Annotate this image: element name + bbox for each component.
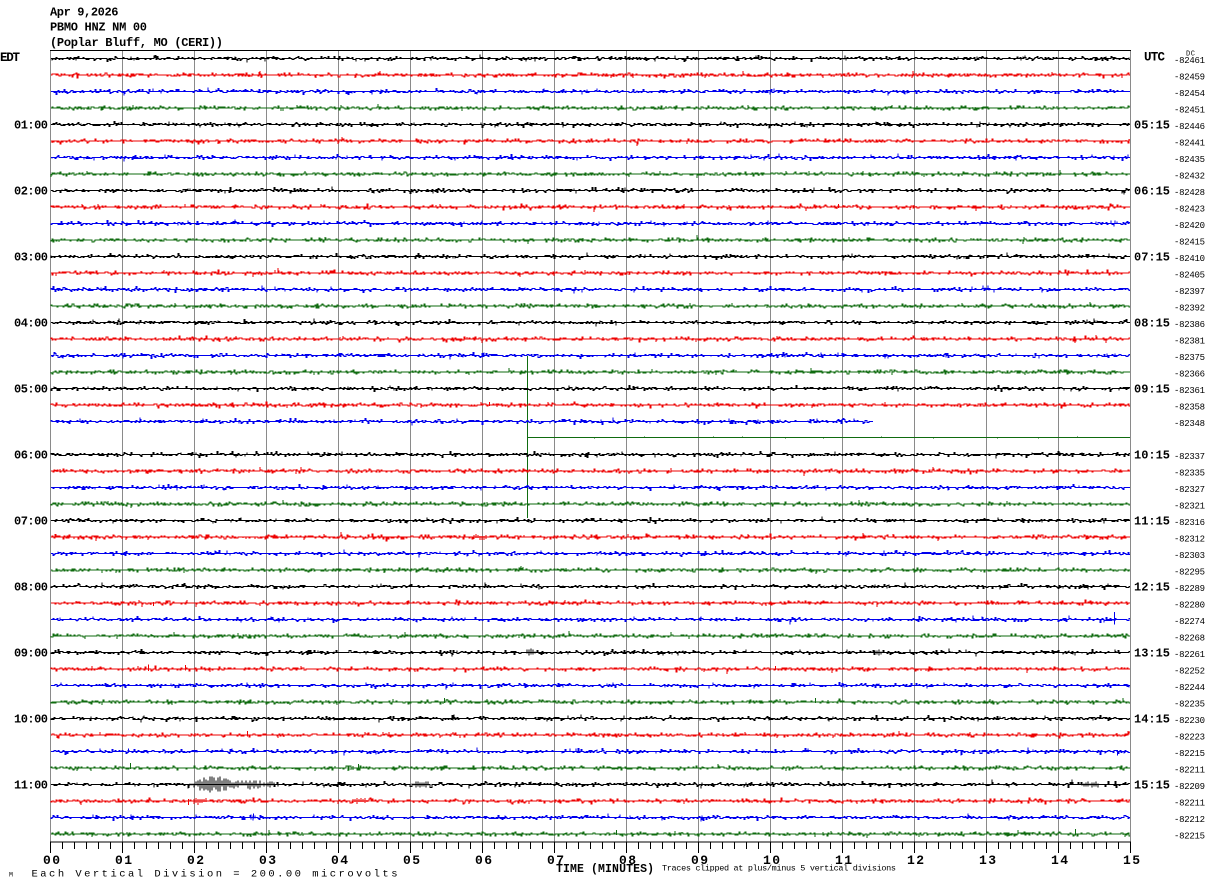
svg-text:-82261: -82261 <box>1174 650 1205 660</box>
svg-text:06:00: 06:00 <box>14 449 48 463</box>
svg-text:15:15: 15:15 <box>1134 779 1170 793</box>
svg-text:Apr 9,2026: Apr 9,2026 <box>50 6 119 20</box>
svg-text:-82230: -82230 <box>1174 716 1205 726</box>
svg-text:-82209: -82209 <box>1174 782 1205 792</box>
svg-text:08: 08 <box>619 853 636 868</box>
svg-text:-82211: -82211 <box>1174 766 1205 776</box>
svg-text:-82410: -82410 <box>1174 254 1205 264</box>
svg-text:03: 03 <box>259 853 276 868</box>
svg-text:-82441: -82441 <box>1174 139 1205 149</box>
svg-text:-82361: -82361 <box>1174 386 1205 396</box>
svg-text:TIME (MINUTES): TIME (MINUTES) <box>556 863 654 876</box>
svg-text:13:15: 13:15 <box>1134 647 1170 661</box>
svg-text:06:15: 06:15 <box>1134 185 1170 199</box>
svg-text:10: 10 <box>763 853 780 868</box>
svg-text:EDT: EDT <box>0 51 20 65</box>
svg-text:-82268: -82268 <box>1174 634 1205 644</box>
svg-text:-82303: -82303 <box>1174 551 1205 561</box>
svg-text:-82289: -82289 <box>1174 584 1205 594</box>
svg-text:04:00: 04:00 <box>14 317 48 331</box>
svg-text:-82215: -82215 <box>1174 749 1205 759</box>
svg-text:M: M <box>9 872 13 879</box>
svg-text:-82428: -82428 <box>1174 188 1205 198</box>
svg-text:09:15: 09:15 <box>1134 383 1170 397</box>
svg-text:-82280: -82280 <box>1174 601 1205 611</box>
svg-text:-82415: -82415 <box>1174 238 1205 248</box>
svg-text:UTC: UTC <box>1144 51 1165 65</box>
svg-text:-82211: -82211 <box>1174 799 1205 809</box>
svg-text:-82312: -82312 <box>1174 535 1205 545</box>
svg-text:01:00: 01:00 <box>14 119 48 133</box>
svg-text:06: 06 <box>475 853 492 868</box>
svg-text:00: 00 <box>43 853 60 868</box>
svg-text:07:15: 07:15 <box>1134 251 1170 265</box>
svg-text:-82215: -82215 <box>1174 832 1205 842</box>
svg-text:DC: DC <box>1186 51 1195 59</box>
svg-text:01: 01 <box>115 853 132 868</box>
svg-text:-82432: -82432 <box>1174 172 1205 182</box>
svg-text:12:15: 12:15 <box>1134 581 1170 595</box>
svg-text:-82212: -82212 <box>1174 815 1205 825</box>
svg-text:03:00: 03:00 <box>14 251 48 265</box>
svg-text:11:00: 11:00 <box>14 779 48 793</box>
svg-text:12: 12 <box>907 853 924 868</box>
svg-text:10:15: 10:15 <box>1134 449 1170 463</box>
svg-text:14: 14 <box>1051 853 1068 868</box>
svg-text:08:15: 08:15 <box>1134 317 1170 331</box>
svg-text:-82358: -82358 <box>1174 403 1205 413</box>
svg-text:Traces clipped at plus/minus 5: Traces clipped at plus/minus 5 vertical … <box>662 864 896 874</box>
svg-text:15: 15 <box>1123 853 1140 868</box>
svg-text:05: 05 <box>403 853 420 868</box>
svg-text:-82337: -82337 <box>1174 452 1205 462</box>
svg-text:-82252: -82252 <box>1174 667 1205 677</box>
svg-text:-82420: -82420 <box>1174 221 1205 231</box>
svg-text:09: 09 <box>691 853 708 868</box>
svg-text:-82381: -82381 <box>1174 337 1205 347</box>
svg-text:(Poplar Bluff, MO (CERI)): (Poplar Bluff, MO (CERI)) <box>50 36 223 50</box>
svg-text:-82375: -82375 <box>1174 353 1205 363</box>
svg-text:11: 11 <box>835 853 852 868</box>
svg-text:-82397: -82397 <box>1174 287 1205 297</box>
svg-text:11:15: 11:15 <box>1134 515 1170 529</box>
svg-text:-82461: -82461 <box>1174 56 1205 66</box>
svg-text:-82235: -82235 <box>1174 700 1205 710</box>
svg-text:-82348: -82348 <box>1174 419 1205 429</box>
svg-text:04: 04 <box>331 853 348 868</box>
svg-text:-82321: -82321 <box>1174 502 1205 512</box>
svg-text:05:15: 05:15 <box>1134 119 1170 133</box>
svg-text:02:00: 02:00 <box>14 185 48 199</box>
svg-text:-82316: -82316 <box>1174 518 1205 528</box>
svg-text:-82295: -82295 <box>1174 568 1205 578</box>
svg-text:07:00: 07:00 <box>14 515 48 529</box>
svg-text:-82451: -82451 <box>1174 106 1205 116</box>
svg-text:-82386: -82386 <box>1174 320 1205 330</box>
svg-text:-82392: -82392 <box>1174 304 1205 314</box>
svg-text:-82459: -82459 <box>1174 73 1205 83</box>
svg-text:-82446: -82446 <box>1174 122 1205 132</box>
svg-text:02: 02 <box>187 853 204 868</box>
svg-text:-82223: -82223 <box>1174 733 1205 743</box>
svg-text:13: 13 <box>979 853 996 868</box>
svg-text:-82405: -82405 <box>1174 271 1205 281</box>
svg-text:09:00: 09:00 <box>14 647 48 661</box>
svg-text:07: 07 <box>547 853 564 868</box>
svg-text:-82274: -82274 <box>1174 617 1205 627</box>
svg-text:08:00: 08:00 <box>14 581 48 595</box>
svg-text:-82327: -82327 <box>1174 485 1205 495</box>
svg-text:10:00: 10:00 <box>14 713 48 727</box>
svg-text:-82435: -82435 <box>1174 155 1205 165</box>
svg-text:14:15: 14:15 <box>1134 713 1170 727</box>
svg-text:PBMO HNZ NM 00: PBMO HNZ NM 00 <box>50 21 147 35</box>
svg-text:-82366: -82366 <box>1174 370 1205 380</box>
svg-text:-82335: -82335 <box>1174 469 1205 479</box>
svg-text:-82423: -82423 <box>1174 205 1205 215</box>
svg-text:-82454: -82454 <box>1174 89 1205 99</box>
svg-text:05:00: 05:00 <box>14 383 48 397</box>
svg-text:-82244: -82244 <box>1174 683 1205 693</box>
